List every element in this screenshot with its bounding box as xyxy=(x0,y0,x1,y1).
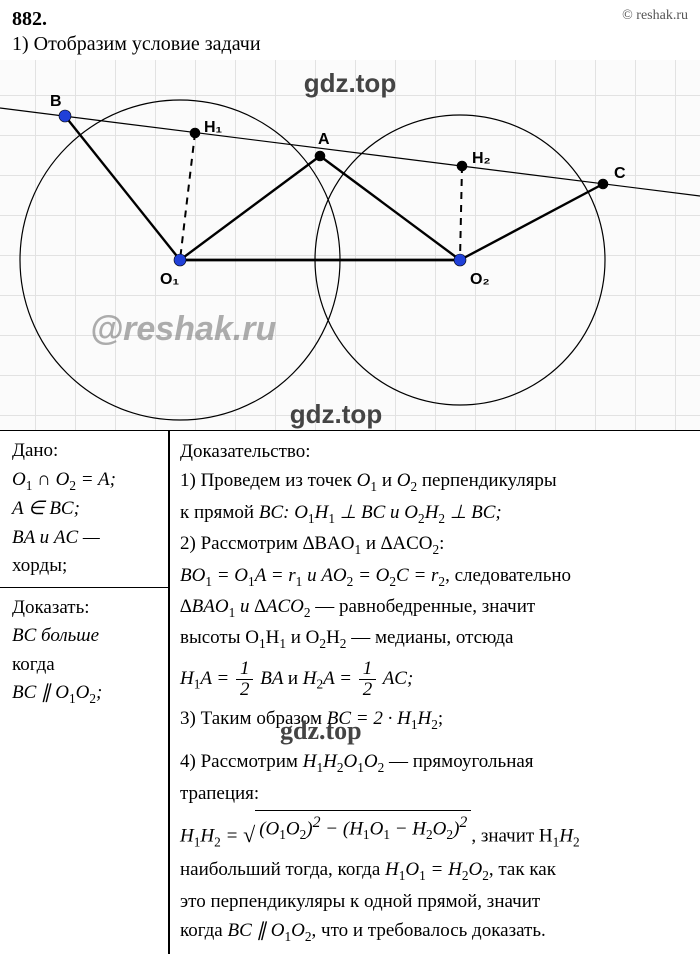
toprove-line3: BC ∥ O1O2; xyxy=(12,682,102,703)
diagram-svg: B A C O₁ O₂ H₁ H₂ xyxy=(0,60,700,430)
given-title: Дано: xyxy=(12,440,58,461)
proof-table: Дано: O1 ∩ O2 = A; A ∈ BC; BA и AC — хор… xyxy=(0,430,700,954)
proof-title: Доказательство: xyxy=(180,441,311,462)
svg-text:H₁: H₁ xyxy=(204,119,223,136)
svg-text:O₂: O₂ xyxy=(470,271,490,288)
proof-column: Доказательство: 1) Проведем из точек O1 … xyxy=(168,431,700,954)
proof-p2: 2) Рассмотрим ∆BAO1 и ∆ACO2: BO1 = O1A =… xyxy=(180,533,571,648)
given-line3: BA и AC — xyxy=(12,527,100,548)
site-mark: © reshak.ru xyxy=(622,8,688,24)
given-line2: A ∈ BC; xyxy=(12,498,80,519)
proof-p5: наибольший тогда, когда H1O1 = H2O2, так… xyxy=(180,859,556,880)
proof-p1: 1) Проведем из точек O1 и O2 перпендикул… xyxy=(180,470,557,522)
header: 882. © reshak.ru xyxy=(0,0,700,31)
given-line1: O1 ∩ O2 = A; xyxy=(12,469,116,490)
proof-frac-eq: H1A = 12 BA и H2A = 12 AC; xyxy=(180,655,413,704)
geometry-diagram: gdz.top @reshak.ru gdz.top BACO₁O₂H₁H₂ xyxy=(0,60,700,430)
problem-number: 882. xyxy=(12,8,47,31)
svg-text:H₂: H₂ xyxy=(472,150,491,167)
given-line4: хорды; xyxy=(12,555,67,576)
page-root: 882. © reshak.ru 1) Отобразим условие за… xyxy=(0,0,700,954)
proof-sqrt-eq: H1H2 = √ (O1O2)2 − (H1O1 − H2O2)2 , знач… xyxy=(180,808,580,855)
toprove-line1: BC больше xyxy=(12,625,99,646)
given-column: Дано: O1 ∩ O2 = A; A ∈ BC; BA и AC — хор… xyxy=(0,431,168,954)
proof-p6: это перпендикуляры к одной прямой, значи… xyxy=(180,891,540,912)
svg-text:C: C xyxy=(614,165,626,182)
toprove-line2: когда xyxy=(12,654,55,675)
svg-text:B: B xyxy=(50,93,62,110)
given-separator xyxy=(0,587,168,588)
svg-text:O₁: O₁ xyxy=(160,271,179,288)
svg-text:A: A xyxy=(318,131,330,148)
toprove-title: Доказать: xyxy=(12,597,90,618)
proof-p7: когда BC ∥ O1O2, что и требовалось доказ… xyxy=(180,920,546,941)
step-1-text: 1) Отобразим условие задачи xyxy=(0,31,700,60)
proof-p4: 4) Рассмотрим H1H2O1O2 — прямоугольная т… xyxy=(180,751,534,803)
